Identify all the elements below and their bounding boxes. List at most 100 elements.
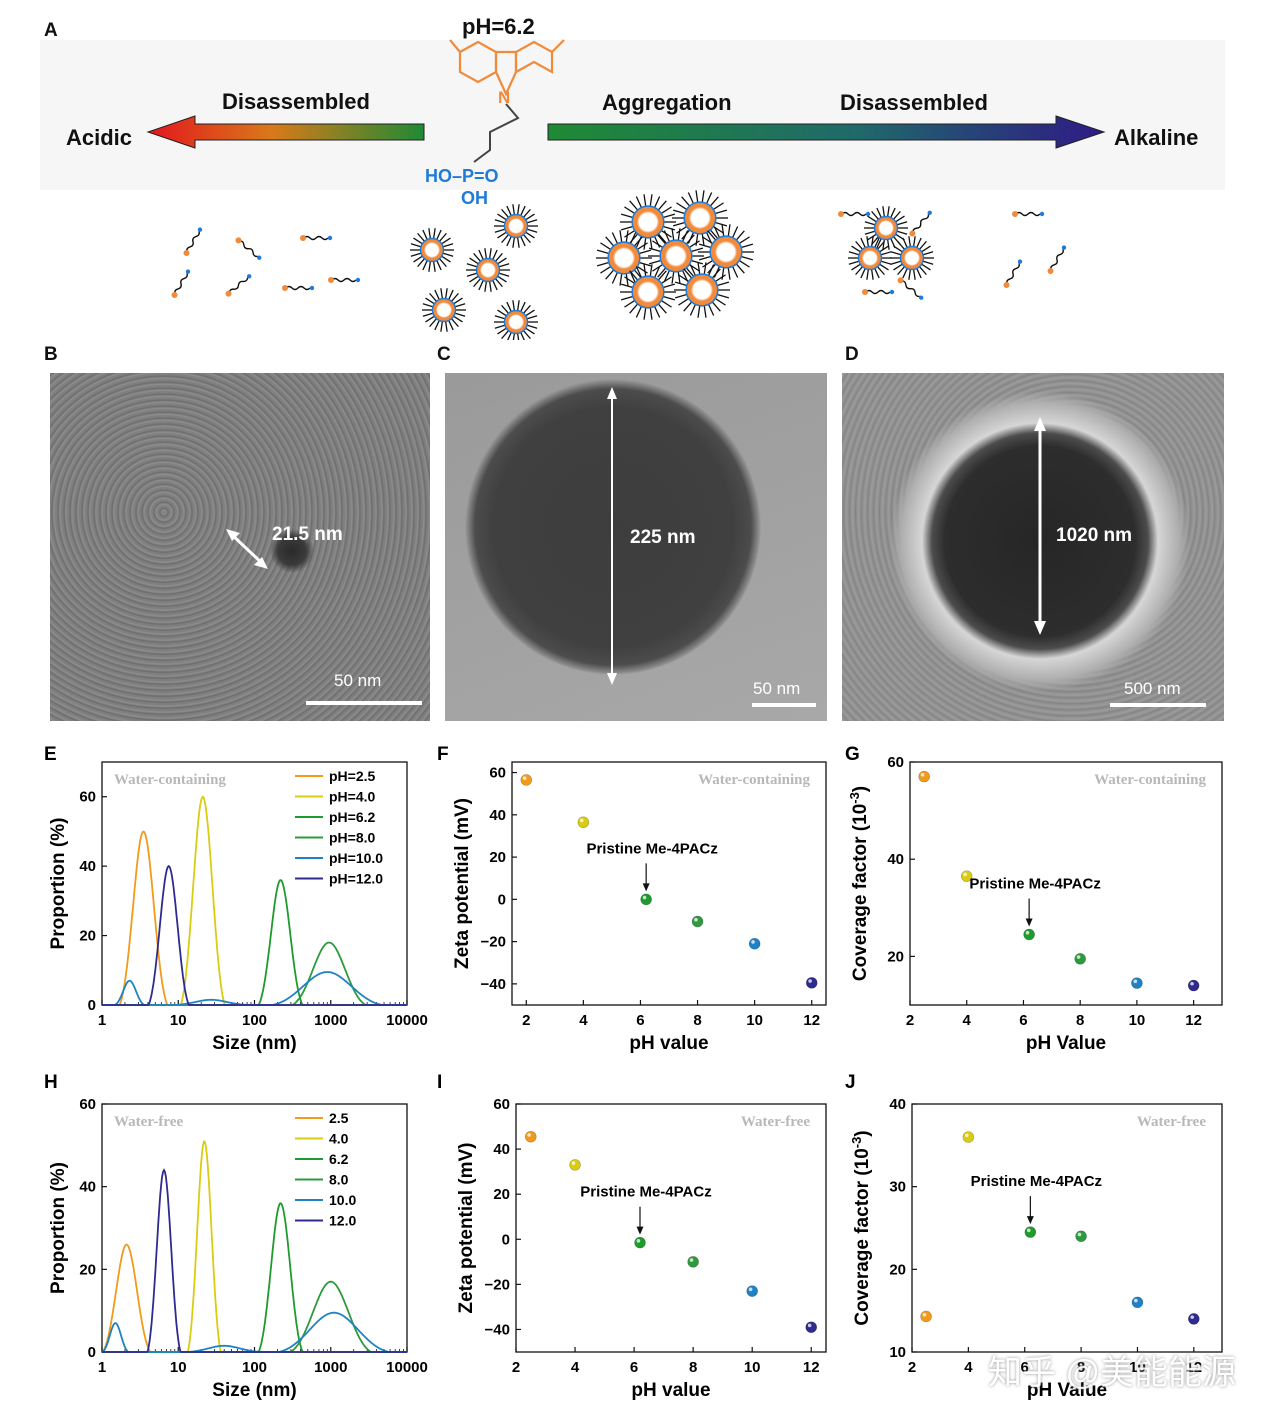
tem-image-b: 21.5 nm 50 nm bbox=[50, 373, 430, 721]
y-tick-label: 0 bbox=[88, 1344, 96, 1361]
free-molecule bbox=[282, 285, 315, 291]
x-tick-label: 12 bbox=[803, 1359, 820, 1376]
series-line bbox=[101, 1311, 407, 1353]
legend-label: pH=4.0 bbox=[329, 789, 376, 805]
x-tick-label: 10 bbox=[746, 1012, 763, 1029]
micelle bbox=[466, 248, 510, 292]
chart-g: G 2 4 6 8 10 12 20 40 60 pH Value Coverage factor (… bbox=[845, 744, 1223, 1054]
x-tick-label: 1 bbox=[98, 1359, 106, 1376]
data-point bbox=[691, 915, 704, 928]
point-highlight bbox=[522, 776, 527, 780]
data-point bbox=[1075, 1230, 1087, 1243]
point-highlight bbox=[689, 1258, 694, 1262]
y-tick-label: 20 bbox=[79, 1261, 96, 1278]
micelle-group bbox=[410, 190, 934, 340]
data-point bbox=[1131, 1296, 1144, 1309]
x-tick-label: 6 bbox=[630, 1359, 638, 1376]
acidic-arrow bbox=[146, 115, 425, 149]
series-line bbox=[102, 1202, 407, 1353]
panel-label-e: E bbox=[44, 744, 57, 765]
legend-label: 6.2 bbox=[329, 1151, 349, 1167]
plot-frame bbox=[515, 1103, 827, 1353]
free-molecule bbox=[897, 277, 924, 300]
micelle bbox=[864, 206, 908, 250]
molecule-linker bbox=[473, 103, 520, 163]
point-highlight bbox=[1134, 1298, 1138, 1303]
alkaline-arrow bbox=[547, 115, 1106, 149]
x-tick-label: 4 bbox=[964, 1359, 973, 1376]
legend-label: 12.0 bbox=[329, 1213, 356, 1229]
y-tick-label: 60 bbox=[887, 754, 904, 771]
tem-c-measure: 225 nm bbox=[630, 527, 696, 548]
point-highlight bbox=[1076, 955, 1081, 959]
y-axis-label: Coverage factor (10-3) bbox=[847, 786, 871, 981]
tem-b-measure: 21.5 nm bbox=[272, 524, 343, 545]
free-molecule bbox=[300, 235, 333, 241]
me-4pacz-molecule bbox=[449, 39, 565, 97]
point-highlight bbox=[807, 1323, 812, 1328]
x-tick-label: 2 bbox=[908, 1359, 916, 1376]
data-point bbox=[640, 893, 652, 906]
micelle bbox=[848, 236, 892, 280]
data-point bbox=[748, 937, 761, 950]
x-tick-label: 10 bbox=[170, 1012, 187, 1029]
legend-label: pH=6.2 bbox=[329, 809, 376, 825]
y-tick-label: 40 bbox=[887, 851, 904, 868]
point-highlight bbox=[1133, 979, 1138, 984]
x-tick-label: 10000 bbox=[386, 1012, 428, 1029]
data-point bbox=[569, 1159, 581, 1171]
x-tick-label: 6 bbox=[636, 1012, 644, 1029]
tem-d-arrow bbox=[1034, 417, 1046, 635]
y-tick-label: −20 bbox=[481, 934, 506, 951]
series-line bbox=[102, 879, 407, 1006]
panel-label-c: C bbox=[437, 344, 451, 365]
series-line bbox=[102, 830, 407, 1006]
annotation-arrowhead bbox=[1025, 918, 1033, 927]
series-line bbox=[102, 1168, 407, 1353]
point-highlight bbox=[1190, 1315, 1195, 1319]
condition-note: Water-free bbox=[114, 1114, 183, 1130]
legend-label: pH=8.0 bbox=[329, 830, 376, 846]
y-axis-label: Zeta potential (mV) bbox=[456, 1142, 477, 1313]
x-tick-label: 12 bbox=[803, 1012, 820, 1029]
y-axis-label: Zeta potential (mV) bbox=[452, 798, 473, 969]
micelle bbox=[494, 204, 538, 248]
legend-label: 8.0 bbox=[329, 1172, 349, 1188]
panel-label-j: J bbox=[845, 1072, 856, 1093]
series-line bbox=[102, 1140, 407, 1353]
plot-frame bbox=[511, 761, 827, 1006]
point-highlight bbox=[808, 979, 812, 983]
free-molecule-group bbox=[171, 210, 1067, 300]
x-tick-label: 4 bbox=[579, 1012, 588, 1029]
y-tick-label: 0 bbox=[498, 891, 506, 908]
annotation-label: Pristine Me-4PACz bbox=[969, 876, 1100, 893]
data-point bbox=[1187, 979, 1200, 992]
nitrogen-atom: N bbox=[498, 88, 511, 107]
legend-label: 2.5 bbox=[329, 1110, 349, 1126]
data-point bbox=[805, 977, 818, 989]
panel-label-d: D bbox=[845, 344, 859, 365]
x-tick-label: 100 bbox=[242, 1359, 267, 1376]
x-tick-label: 10 bbox=[170, 1359, 187, 1376]
x-axis-label: Size (nm) bbox=[212, 1380, 296, 1401]
micelle bbox=[620, 194, 676, 250]
point-highlight bbox=[1026, 1228, 1031, 1233]
point-highlight bbox=[636, 1239, 641, 1243]
legend-label: pH=2.5 bbox=[329, 768, 376, 784]
x-tick-label: 1000 bbox=[314, 1359, 347, 1376]
free-molecule bbox=[235, 237, 262, 260]
acidic-label: Acidic bbox=[66, 125, 133, 150]
annotation-label: Pristine Me-4PACz bbox=[971, 1173, 1102, 1190]
chart-h: H 1 10 100 1000 10000 0 20 40 60 Size (nm) Proporti… bbox=[44, 1072, 428, 1401]
annotation-arrowhead bbox=[642, 883, 650, 892]
series-line bbox=[102, 864, 407, 1006]
micelle bbox=[698, 224, 754, 280]
data-point bbox=[960, 870, 973, 883]
tem-b-scale-label: 50 nm bbox=[334, 671, 382, 690]
plot-frame bbox=[101, 761, 408, 1006]
y-tick-label: 40 bbox=[79, 858, 96, 875]
x-tick-label: 8 bbox=[1076, 1012, 1084, 1029]
y-tick-label: 20 bbox=[889, 1261, 906, 1278]
y-tick-label: 0 bbox=[88, 997, 96, 1014]
chart-i: I 2 4 6 8 10 12 −40 −20 0 20 40 60 pH value Zeta poten… bbox=[437, 1072, 827, 1401]
